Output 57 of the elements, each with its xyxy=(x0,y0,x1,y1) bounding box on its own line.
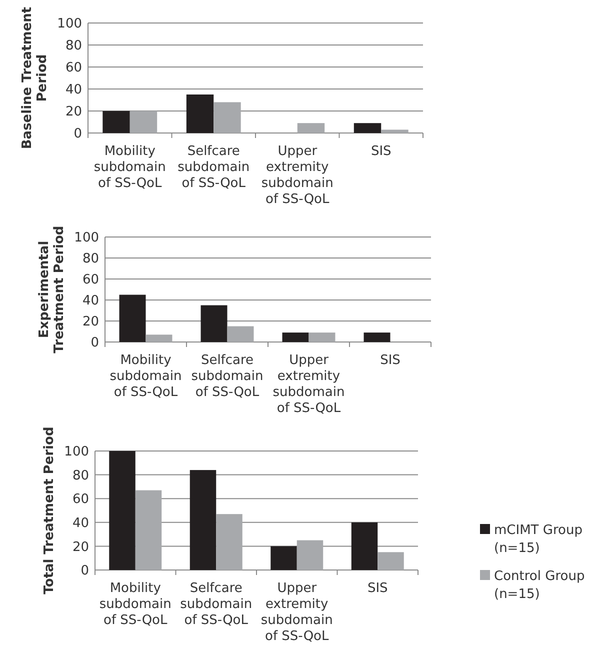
bar xyxy=(296,540,324,570)
bar xyxy=(354,123,382,133)
bar xyxy=(351,522,378,570)
y-tick-label: 80 xyxy=(65,38,82,54)
bar xyxy=(297,123,325,133)
y-tick-label: 20 xyxy=(72,540,89,555)
x-tick-label: Upper extremity subdomain of SS-QoL xyxy=(261,144,334,207)
y-tick-label: 0 xyxy=(80,564,89,579)
x-tick-label: Upper extremity subdomain of SS-QoL xyxy=(272,353,345,416)
bar xyxy=(130,111,158,133)
bar xyxy=(270,546,297,570)
y-tick-label: 80 xyxy=(72,468,89,484)
bar xyxy=(200,305,228,342)
x-tick-label: SIS xyxy=(380,353,400,368)
y-tick-label: 0 xyxy=(90,336,99,351)
x-tick-label: Mobility subdomain of SS-QoL xyxy=(99,581,172,628)
bar xyxy=(190,470,216,570)
y-tick-label: 100 xyxy=(74,230,99,246)
bar xyxy=(119,294,146,342)
bar xyxy=(282,332,309,342)
bar xyxy=(216,514,242,570)
bar xyxy=(227,326,254,342)
bar xyxy=(186,94,214,133)
bar xyxy=(102,111,130,133)
y-tick-label: 40 xyxy=(72,516,89,531)
y-tick-label: 0 xyxy=(74,126,82,142)
bar xyxy=(378,552,404,570)
bar xyxy=(381,130,408,133)
y-axis-title: Total Treatment Period xyxy=(42,426,57,594)
y-tick-label: 20 xyxy=(82,314,99,330)
bar xyxy=(308,332,336,342)
bar xyxy=(146,334,172,342)
x-tick-label: SIS xyxy=(370,144,392,159)
y-tick-label: 100 xyxy=(64,444,89,460)
y-tick-label: 60 xyxy=(82,272,99,288)
x-tick-label: SIS xyxy=(367,581,388,596)
bar xyxy=(109,451,136,570)
bar xyxy=(364,332,390,342)
y-axis-title: Experimental Treatment Period xyxy=(37,226,67,354)
y-tick-label: 20 xyxy=(65,104,82,120)
bar xyxy=(135,490,162,570)
bar xyxy=(214,102,241,133)
x-tick-label: Selfcare subdomain of SS-QoL xyxy=(191,353,264,400)
x-tick-label: Selfcare subdomain of SS-QoL xyxy=(178,144,250,191)
y-tick-label: 40 xyxy=(82,294,99,309)
legend-label: mCIMT Group (n=15) xyxy=(494,523,582,556)
x-tick-label: Selfcare subdomain of SS-QoL xyxy=(180,581,252,628)
y-tick-label: 60 xyxy=(65,60,82,76)
legend-label: Control Group (n=15) xyxy=(494,569,585,602)
y-tick-label: 40 xyxy=(65,82,82,98)
y-tick-label: 60 xyxy=(72,492,89,508)
x-tick-label: Upper extremity subdomain of SS-QoL xyxy=(260,581,333,644)
y-tick-label: 80 xyxy=(82,252,99,267)
y-tick-label: 100 xyxy=(57,16,82,32)
y-axis-title: Baseline Treatment Period xyxy=(20,6,50,150)
x-tick-label: Mobility subdomain of SS-QoL xyxy=(110,353,182,400)
x-tick-label: Mobility subdomain of SS-QoL xyxy=(94,144,166,191)
